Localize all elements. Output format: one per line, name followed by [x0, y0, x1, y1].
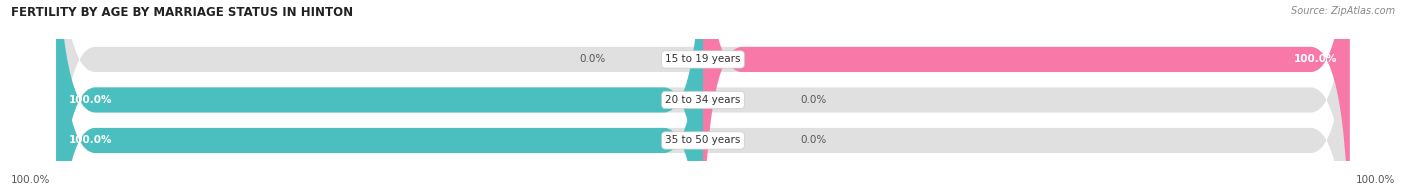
Text: 0.0%: 0.0%: [579, 54, 606, 64]
FancyBboxPatch shape: [56, 0, 703, 196]
Text: 20 to 34 years: 20 to 34 years: [665, 95, 741, 105]
FancyBboxPatch shape: [703, 0, 1350, 196]
FancyBboxPatch shape: [56, 0, 703, 196]
Text: 15 to 19 years: 15 to 19 years: [665, 54, 741, 64]
Text: FERTILITY BY AGE BY MARRIAGE STATUS IN HINTON: FERTILITY BY AGE BY MARRIAGE STATUS IN H…: [11, 6, 353, 19]
FancyBboxPatch shape: [56, 0, 1350, 196]
Text: 100.0%: 100.0%: [69, 95, 112, 105]
Text: 0.0%: 0.0%: [800, 95, 827, 105]
Text: 100.0%: 100.0%: [11, 175, 51, 185]
Text: 100.0%: 100.0%: [1294, 54, 1337, 64]
FancyBboxPatch shape: [56, 0, 1350, 196]
Text: 35 to 50 years: 35 to 50 years: [665, 135, 741, 145]
Text: 0.0%: 0.0%: [800, 135, 827, 145]
Text: 100.0%: 100.0%: [1355, 175, 1395, 185]
Text: Source: ZipAtlas.com: Source: ZipAtlas.com: [1291, 6, 1395, 16]
Text: 100.0%: 100.0%: [69, 135, 112, 145]
FancyBboxPatch shape: [56, 0, 1350, 196]
